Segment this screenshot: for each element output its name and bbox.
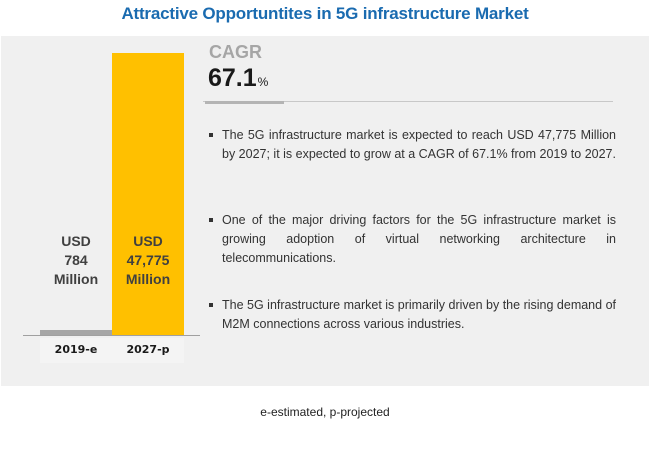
cagr-value: 67.1% [208, 64, 268, 93]
category-label-2027: 2027-p [126, 343, 170, 356]
bullet-item: One of the major driving factors for the… [209, 211, 616, 268]
bullet-square-icon [209, 303, 213, 307]
chart-title: Attractive Opportuntites in 5G infrastru… [121, 4, 529, 23]
bullet-text: One of the major driving factors for the… [222, 213, 616, 265]
content-panel [1, 36, 649, 386]
data-label-unit: Million [125, 271, 171, 287]
bullet-square-icon [209, 133, 213, 137]
bullet-square-icon [209, 218, 213, 222]
bullet-item: The 5G infrastructure market is primaril… [209, 296, 616, 334]
cagr-label: CAGR [209, 42, 262, 62]
data-label-2027: USD 47,775 Million [112, 232, 184, 289]
data-label-unit: Million [53, 271, 99, 287]
bullet-list-2: One of the major driving factors for the… [209, 211, 616, 268]
data-label-2019: USD 784 Million [40, 232, 112, 289]
bullet-item: The 5G infrastructure market is expected… [209, 126, 616, 164]
cagr-unit: % [257, 75, 269, 89]
category-cell-1 [112, 338, 184, 363]
bullet-list-3: The 5G infrastructure market is primaril… [209, 296, 616, 334]
footnote: e-estimated, p-projected [260, 405, 390, 419]
category-label-2019: 2019-e [54, 343, 98, 356]
category-cell-0 [40, 338, 112, 363]
bullet-text: The 5G infrastructure market is expected… [222, 128, 616, 161]
bar-2027-p [112, 53, 184, 335]
data-label-value: 47,775 [126, 252, 170, 268]
bar-2019-e [40, 330, 112, 335]
bullet-text: The 5G infrastructure market is primaril… [222, 298, 616, 331]
cagr-divider [203, 101, 613, 102]
bullet-list-1: The 5G infrastructure market is expected… [209, 126, 616, 164]
data-label-currency: USD [133, 233, 163, 249]
cagr-number: 67.1 [208, 64, 257, 92]
cagr-divider-accent [205, 101, 284, 104]
data-label-value: 784 [64, 252, 88, 268]
data-label-currency: USD [61, 233, 91, 249]
